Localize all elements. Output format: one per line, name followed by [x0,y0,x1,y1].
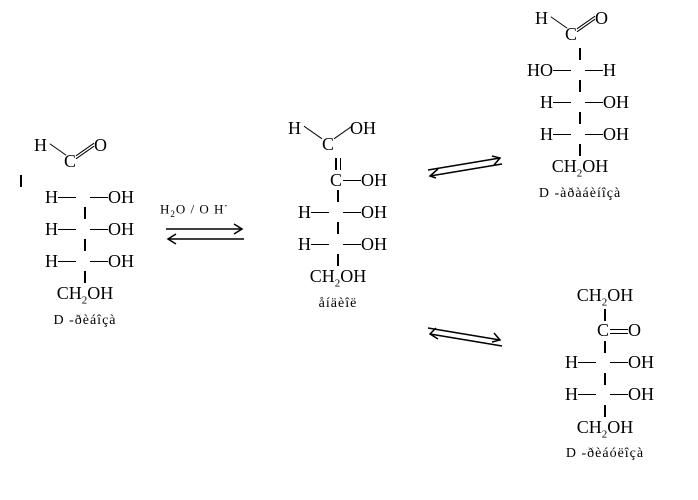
table-row: H OH [279,202,397,222]
table-row: H OH [546,353,664,373]
fischer-backbone: CH2OH C O H OH H OH CH2OH [530,285,680,440]
table-row: H OH [521,92,639,112]
terminal-ch2oh: CH2OH [577,417,634,441]
table-row: H OH [521,124,639,144]
equilibrium-arrow [420,150,510,180]
terminal-ch2oh: CH2OH [310,266,367,290]
atom-o: O [94,135,107,156]
c2-row: C OH [279,170,397,190]
molecule-endiol: H C OH C OH H OH H OH CH2OH åíäèîë [268,118,408,312]
atom-h: H [535,8,548,29]
reagent-label: H2O / O H- [160,200,228,219]
atom-h: H [34,135,47,156]
aldehyde-group: H C O [527,8,617,48]
atom-c: C [322,134,334,155]
equilibrium-arrow [420,320,510,350]
table-row: H OH [26,219,144,239]
table-row: H OH [26,251,144,271]
group-oh: OH [350,118,376,139]
ketone-row: C O [546,321,664,341]
fischer-backbone: C OH H OH H OH CH2OH [268,158,408,290]
aldehyde-group: H C O [26,135,116,175]
molecule-ribulose: CH2OH C O H OH H OH CH2OH D [530,285,680,462]
molecule-caption: D -ðèáîçà [20,313,150,329]
fischer-backbone: H OH H OH H OH CH2OH [20,175,150,307]
molecule-arabinose: H C O HO H H OH H OH CH2OH D -àðàáèíîçà [505,8,655,202]
terminal-ch2oh: CH2OH [57,283,114,307]
molecule-caption: D -àðàáèíîçà [505,186,655,202]
table-row: HO H [521,60,639,80]
enol-top: H C OH [274,118,384,158]
atom-o: O [595,8,608,29]
table-row: H OH [279,234,397,254]
terminal-ch2oh: CH2OH [577,285,634,309]
terminal-ch2oh: CH2OH [552,156,609,180]
molecule-caption: D -ðèáóëîçà [530,446,680,462]
equilibrium-arrow [160,222,250,246]
table-row: H OH [546,385,664,405]
molecule-caption: åíäèîë [268,296,408,312]
fischer-backbone: HO H H OH H OH CH2OH [505,48,655,180]
molecule-ribose: H C O H OH H OH H OH CH2OH D -ðèáîçà [20,135,150,329]
atom-h: H [288,118,301,139]
table-row: H OH [26,187,144,207]
